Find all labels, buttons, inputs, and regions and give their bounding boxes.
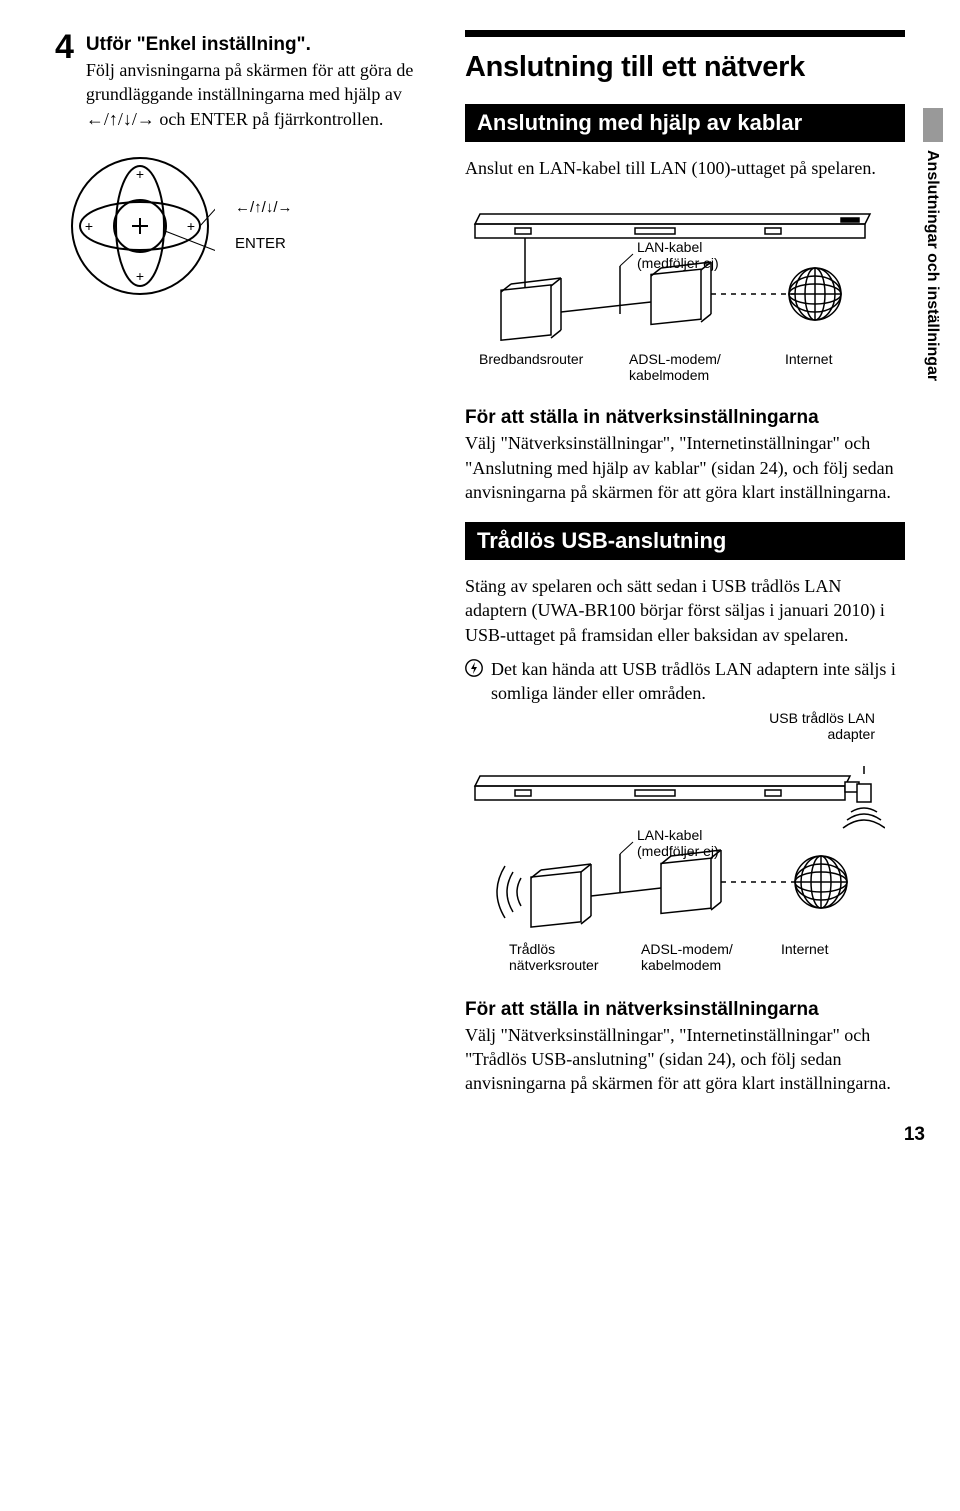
step-title: Utför "Enkel inställning". [86, 34, 425, 56]
svg-text:nätverksrouter: nätverksrouter [509, 957, 599, 973]
remote-control-diagram: + + + + ←/↑/↓/→ ENTER [65, 151, 425, 301]
svg-text:ADSL-modem/: ADSL-modem/ [641, 941, 733, 957]
dpad-icon: + + + + [65, 151, 215, 301]
svg-text:Internet: Internet [785, 351, 833, 367]
step-paragraph: Följ anvisningarna på skärmen för att gö… [86, 58, 425, 131]
cable-setup-title: För att ställa in nätverksinställningarn… [465, 407, 905, 429]
main-heading: Anslutning till ett nätverk [465, 30, 905, 84]
usb-adapter-label: USB trådlös LAN adapter [465, 710, 875, 742]
wireless-note: Det kan hända att USB trådlös LAN adapte… [491, 657, 905, 706]
svg-text:kabelmodem: kabelmodem [629, 367, 709, 383]
page-number: 13 [55, 1124, 925, 1146]
wireless-setup-title: För att ställa in nätverksinställningarn… [465, 999, 905, 1021]
wireless-section-title: Trådlös USB-anslutning [465, 522, 905, 560]
cable-section-title: Anslutning med hjälp av kablar [465, 104, 905, 142]
svg-text:+: + [136, 268, 144, 284]
svg-text:LAN-kabel: LAN-kabel [637, 239, 702, 255]
svg-text:+: + [136, 166, 144, 182]
arrows-label: ←/↑/↓/→ [235, 190, 293, 226]
step-4: 4 Utför "Enkel inställning". Följ anvisn… [55, 30, 425, 131]
wireless-intro: Stäng av spelaren och sätt sedan i USB t… [465, 574, 905, 647]
wireless-setup-body: Välj "Nätverksinställningar", "Interneti… [465, 1023, 905, 1096]
svg-text:Internet: Internet [781, 941, 829, 957]
enter-label: ENTER [235, 226, 293, 262]
svg-text:LAN-kabel: LAN-kabel [637, 827, 702, 843]
wired-network-diagram: LAN-kabel (medföljer ej) [465, 194, 905, 389]
info-bolt-icon [465, 659, 483, 677]
svg-text:Trådlös: Trådlös [509, 941, 555, 957]
sidebar-tab-marker [923, 108, 943, 142]
cable-setup-body: Välj "Nätverksinställningar", "Interneti… [465, 431, 905, 504]
svg-text:kabelmodem: kabelmodem [641, 957, 721, 973]
svg-text:+: + [187, 218, 195, 234]
wireless-note-row: Det kan hända att USB trådlös LAN adapte… [465, 657, 905, 706]
svg-text:+: + [85, 218, 93, 234]
sidebar-tab-label: Anslutningar och inställningar [921, 150, 943, 430]
wireless-network-diagram: LAN-kabel (medföljer ej) [465, 756, 905, 981]
cable-intro: Anslut en LAN-kabel till LAN (100)-uttag… [465, 156, 905, 180]
svg-text:Bredbandsrouter: Bredbandsrouter [479, 351, 584, 367]
svg-text:ADSL-modem/: ADSL-modem/ [629, 351, 721, 367]
step-number: 4 [55, 30, 74, 64]
